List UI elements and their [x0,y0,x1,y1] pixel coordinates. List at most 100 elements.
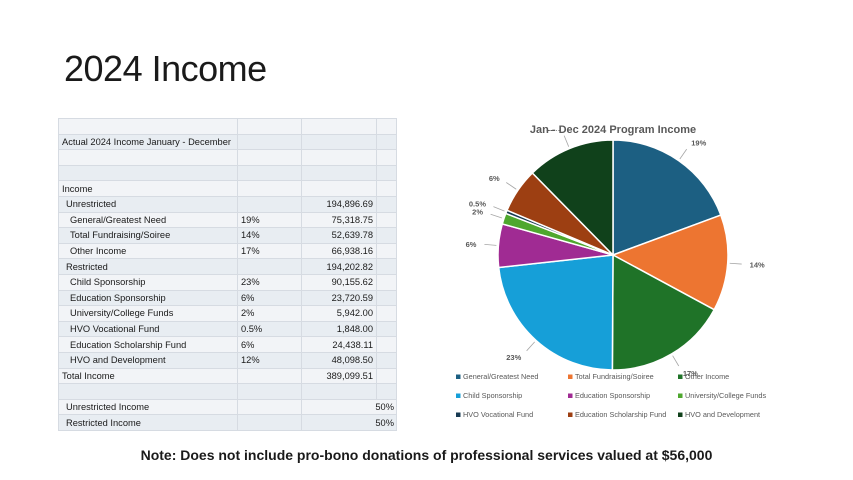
row-label: Restricted [58,258,238,275]
row-amount: 52,639.78 [301,227,377,244]
row-spacer [376,227,397,244]
row-spacer [376,133,397,151]
table-row: Restricted Income 50% [58,414,397,431]
row-percent [237,367,302,385]
slice-label: 17% [683,369,698,378]
leader-line [526,341,535,352]
row-amount: 24,438.11 [301,336,377,353]
row-percent [237,149,302,166]
table-row: Unrestricted 194,896.69 [58,195,397,213]
legend-label: Child Sponsorship [463,391,522,400]
row-label: Restricted Income [58,414,238,431]
legend-swatch [678,393,683,398]
row-percent [237,383,302,400]
row-label [58,118,238,135]
row-label: Actual 2024 Income January - December [58,133,238,151]
row-amount: 50% [301,414,397,431]
chart-title: Jan - Dec 2024 Program Income [529,124,697,136]
row-spacer [376,351,397,369]
row-amount: 90,155.62 [301,273,377,291]
row-percent: 2% [237,305,302,322]
row-label [58,383,238,400]
leader-line [729,262,742,265]
row-percent [237,133,302,151]
legend-label: Total Fundraising/Soiree [575,372,654,381]
income-table: Actual 2024 Income January - December Inc… [58,118,397,431]
legend-label: Education Scholarship Fund [575,410,666,419]
row-amount: 389,099.51 [301,367,377,385]
table-row: Other Income 17% 66,938.16 [58,242,397,260]
row-label: HVO Vocational Fund [58,320,238,338]
row-spacer [376,273,397,291]
legend-swatch [456,393,461,398]
legend-label: HVO and Development [685,410,760,419]
row-percent [237,258,302,275]
row-spacer [376,383,397,400]
slice-label: 12% [546,130,561,133]
leader-line [484,244,497,246]
row-spacer [376,164,397,182]
row-spacer [376,118,397,135]
row-percent: 6% [237,336,302,353]
legend-label: HVO Vocational Fund [463,410,533,419]
table-row [58,164,397,182]
leader-line [563,135,570,147]
row-spacer [376,149,397,166]
table-row: Education Sponsorship 6% 23,720.59 [58,289,397,307]
row-percent: 0.5% [237,320,302,338]
row-percent: 19% [237,211,302,229]
legend-label: General/Greatest Need [463,372,538,381]
row-label: Total Income [58,367,238,385]
pie-chart: 19% 14% 17% 23% 6% 2%0.5% 6% 12% General/Greates… [456,130,766,419]
row-spacer [376,320,397,338]
table-row: University/College Funds 2% 5,942.00 [58,305,397,322]
row-percent: 23% [237,273,302,291]
pie-slice [611,253,716,371]
table-row: Total Fundraising/Soiree 14% 52,639.78 [58,227,397,244]
row-spacer [376,336,397,353]
row-spacer [376,195,397,213]
leader-line [506,182,517,190]
row-percent: 12% [237,351,302,369]
row-amount [301,149,377,166]
row-label: Total Fundraising/Soiree [58,227,238,244]
slice-label: 6% [466,240,477,249]
row-label: Income [58,180,238,197]
row-amount: 75,318.75 [301,211,377,229]
legend-label: Education Sponsorship [575,391,650,400]
row-label: HVO and Development [58,351,238,369]
leader-line [490,213,503,219]
row-percent [237,414,302,431]
row-label: Child Sponsorship [58,273,238,291]
slice-label: 6% [489,174,500,183]
table-row: HVO Vocational Fund 0.5% 1,848.00 [58,320,397,338]
table-row: Income [58,180,397,197]
leader-line [672,355,680,367]
row-amount [301,133,377,151]
slide-title: 2024 Income [64,48,267,89]
table-row: HVO and Development 12% 48,098.50 [58,351,397,369]
leader-line [679,148,688,160]
row-amount: 66,938.16 [301,242,377,260]
table-row: Total Income 389,099.51 [58,367,397,385]
slice-label: 19% [691,139,706,148]
table-row: Child Sponsorship 23% 90,155.62 [58,273,397,291]
row-percent [237,398,302,416]
row-label: Unrestricted [58,195,238,213]
table-row: Education Scholarship Fund 6% 24,438.11 [58,336,397,353]
row-amount [301,118,377,135]
row-amount: 50% [301,398,397,416]
row-spacer [376,289,397,307]
legend-swatch [568,374,573,379]
legend-swatch [456,374,461,379]
slice-label: 23% [506,353,521,362]
row-label: Other Income [58,242,238,260]
row-label: Education Scholarship Fund [58,336,238,353]
footnote: Note: Does not include pro-bono donation… [140,447,713,463]
pie-slice [611,214,729,311]
row-label [58,164,238,182]
slice-label: 2% [472,208,483,217]
legend-label: University/College Funds [685,391,766,400]
row-percent [237,180,302,197]
legend-swatch [678,412,683,417]
